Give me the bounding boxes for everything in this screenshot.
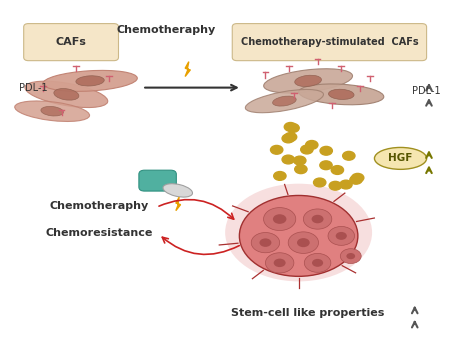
Circle shape xyxy=(350,175,362,184)
Ellipse shape xyxy=(43,70,137,91)
Circle shape xyxy=(282,134,294,143)
Circle shape xyxy=(352,174,364,182)
Ellipse shape xyxy=(328,89,354,99)
Ellipse shape xyxy=(264,69,353,93)
Circle shape xyxy=(282,155,294,164)
Circle shape xyxy=(273,214,286,224)
Circle shape xyxy=(284,123,297,131)
Circle shape xyxy=(346,253,355,259)
Ellipse shape xyxy=(273,96,296,106)
Circle shape xyxy=(273,258,286,267)
Ellipse shape xyxy=(299,84,384,105)
Circle shape xyxy=(287,124,299,132)
Text: HGF: HGF xyxy=(388,153,413,163)
Text: CAFs: CAFs xyxy=(55,37,87,47)
Ellipse shape xyxy=(163,184,192,197)
Text: Chemotherapy-stimulated  CAFs: Chemotherapy-stimulated CAFs xyxy=(241,37,418,47)
Ellipse shape xyxy=(374,148,427,169)
Circle shape xyxy=(273,172,286,180)
Text: PDL-1: PDL-1 xyxy=(412,86,441,96)
Text: Chemoresistance: Chemoresistance xyxy=(46,227,153,238)
Ellipse shape xyxy=(76,76,104,86)
Polygon shape xyxy=(185,62,191,76)
Ellipse shape xyxy=(295,75,321,87)
Circle shape xyxy=(320,161,332,170)
Circle shape xyxy=(284,132,297,141)
Circle shape xyxy=(306,141,318,149)
Ellipse shape xyxy=(25,81,108,108)
Ellipse shape xyxy=(225,184,372,281)
Circle shape xyxy=(311,215,324,223)
Circle shape xyxy=(328,226,355,245)
Text: PDL-1: PDL-1 xyxy=(19,83,47,93)
FancyBboxPatch shape xyxy=(139,170,176,191)
Circle shape xyxy=(303,209,332,229)
Circle shape xyxy=(304,253,331,272)
Circle shape xyxy=(293,156,306,165)
Circle shape xyxy=(331,165,344,174)
Circle shape xyxy=(320,146,332,155)
Ellipse shape xyxy=(54,89,79,100)
Circle shape xyxy=(340,180,352,189)
Text: Chemotheraphy: Chemotheraphy xyxy=(116,25,216,35)
FancyBboxPatch shape xyxy=(24,24,119,61)
Circle shape xyxy=(297,238,310,247)
Circle shape xyxy=(288,232,319,253)
Circle shape xyxy=(301,145,313,154)
Circle shape xyxy=(265,253,294,273)
Circle shape xyxy=(264,208,296,231)
Circle shape xyxy=(313,178,326,187)
Ellipse shape xyxy=(41,106,64,116)
Circle shape xyxy=(259,238,272,247)
Ellipse shape xyxy=(239,195,358,276)
Circle shape xyxy=(295,165,307,174)
Text: Stem-cell like properties: Stem-cell like properties xyxy=(231,308,385,318)
Circle shape xyxy=(251,233,280,253)
Circle shape xyxy=(329,181,341,190)
Circle shape xyxy=(271,146,283,154)
Ellipse shape xyxy=(246,90,323,113)
Text: Chemotheraphy: Chemotheraphy xyxy=(50,201,149,211)
Circle shape xyxy=(343,151,355,160)
Ellipse shape xyxy=(15,101,90,121)
Circle shape xyxy=(312,259,323,267)
Circle shape xyxy=(340,249,361,264)
Polygon shape xyxy=(176,197,181,211)
FancyBboxPatch shape xyxy=(232,24,427,61)
Circle shape xyxy=(336,232,347,240)
